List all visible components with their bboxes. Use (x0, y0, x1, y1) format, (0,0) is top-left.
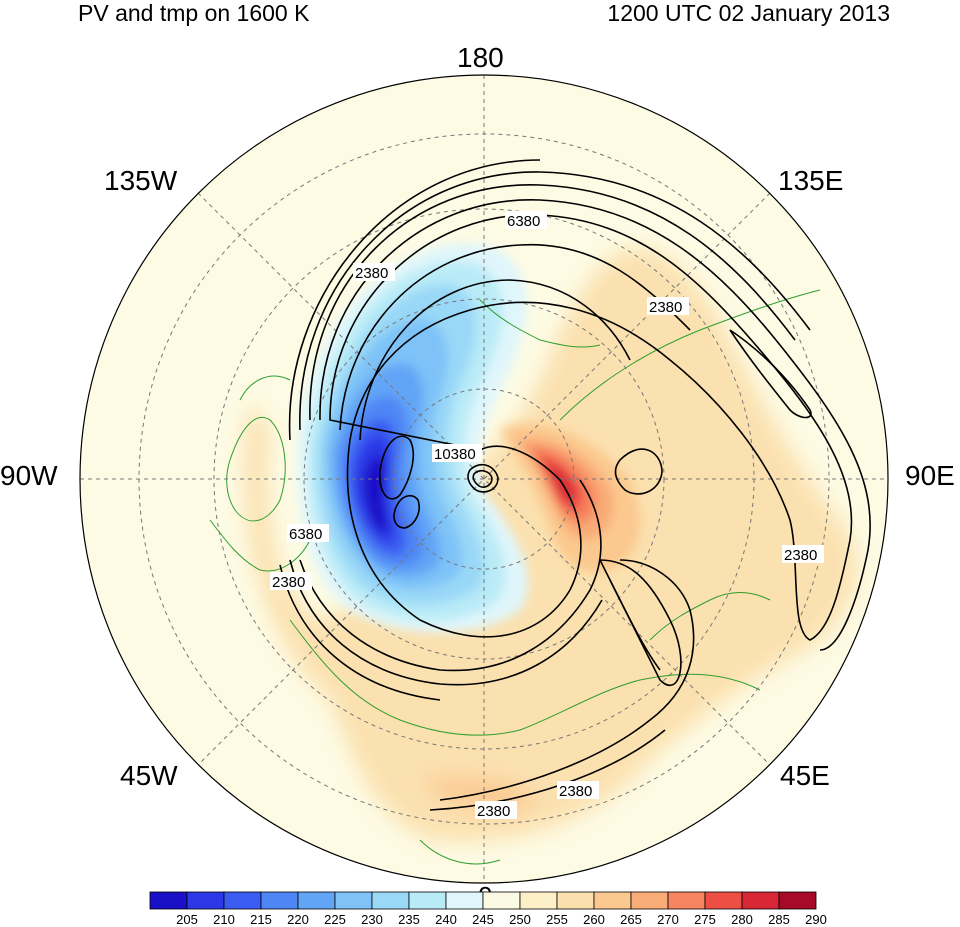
colorbar-tick-label: 255 (546, 912, 568, 927)
colorbar-swatch (223, 891, 262, 910)
contour-label-bg (782, 545, 824, 563)
colorbar-tick-label: 210 (213, 912, 235, 927)
contour-label-group: 6380 2380 2380 10380 6380 2380 2380 2380… (270, 211, 824, 820)
colorbar-swatch (297, 891, 336, 910)
contour-label: 2380 (477, 803, 510, 820)
colorbar-swatch (704, 891, 743, 910)
colorbar (149, 891, 817, 910)
colorbar-tick-label: 240 (435, 912, 457, 927)
graticule (80, 75, 888, 883)
contour-label: 10380 (434, 446, 476, 463)
colorbar-tick-label: 265 (620, 912, 642, 927)
colorbar-tick-label: 220 (287, 912, 309, 927)
colorbar-swatch (149, 891, 188, 910)
colorbar-tick-label: 285 (768, 912, 790, 927)
pv-contours (279, 159, 871, 811)
colorbar-tick-label: 245 (472, 912, 494, 927)
contour-label-bg (557, 781, 599, 799)
colorbar-swatch (778, 891, 817, 910)
colorbar-tick-label: 215 (250, 912, 272, 927)
contour-label: 2380 (649, 299, 682, 316)
colorbar-tick-label: 230 (361, 912, 383, 927)
colorbar-swatch (630, 891, 669, 910)
coastlines (209, 289, 821, 865)
longitude-label-45w: 45W (120, 760, 178, 791)
colorbar-swatch (186, 891, 225, 910)
longitude-label-90e: 90E (905, 460, 955, 491)
longitude-label-90w: 90W (0, 460, 58, 491)
colorbar-swatch (482, 891, 521, 910)
longitude-label-45e: 45E (780, 760, 830, 791)
colorbar-tick-label: 260 (583, 912, 605, 927)
contour-label-bg (432, 444, 482, 462)
map-border (79, 74, 889, 884)
longitude-label-135e: 135E (778, 165, 844, 196)
colorbar-swatch (408, 891, 447, 910)
colorbar-swatch (593, 891, 632, 910)
colorbar-swatch (667, 891, 706, 910)
contour-label-bg (287, 524, 329, 542)
colorbar-swatch (445, 891, 484, 910)
contour-label-bg (270, 572, 312, 590)
contour-label: 2380 (355, 265, 388, 282)
longitude-label-135w: 135W (104, 165, 178, 196)
colorbar-swatch (519, 891, 558, 910)
contour-label: 6380 (289, 526, 322, 543)
colorbar-tick-label: 250 (509, 912, 531, 927)
colorbar-swatch (741, 891, 780, 910)
colorbar-swatch (334, 891, 373, 910)
colorbar-tick-label: 205 (176, 912, 198, 927)
map-title: PV and tmp on 1600 K (78, 0, 310, 26)
colorbar-tick-label: 225 (324, 912, 346, 927)
map-timestamp: 1200 UTC 02 January 2013 (607, 0, 890, 26)
colorbar-tick-label: 270 (657, 912, 679, 927)
contour-label-bg (647, 297, 689, 315)
contour-label-bg (475, 801, 517, 819)
contour-label: 2380 (784, 547, 817, 564)
colorbar-tick-label: 275 (694, 912, 716, 927)
contour-label: 2380 (272, 574, 305, 591)
colorbar-tick-label: 235 (398, 912, 420, 927)
contour-label: 6380 (507, 213, 540, 230)
colorbar-swatch (556, 891, 595, 910)
longitude-label-180: 180 (457, 42, 504, 73)
contour-label-bg (505, 211, 547, 229)
contour-label-bg (353, 263, 395, 281)
colorbar-swatch (260, 891, 299, 910)
colorbar-tick-label: 280 (731, 912, 753, 927)
colorbar-tick-label: 290 (805, 912, 827, 927)
contour-label: 2380 (559, 783, 592, 800)
colorbar-swatch (371, 891, 410, 910)
